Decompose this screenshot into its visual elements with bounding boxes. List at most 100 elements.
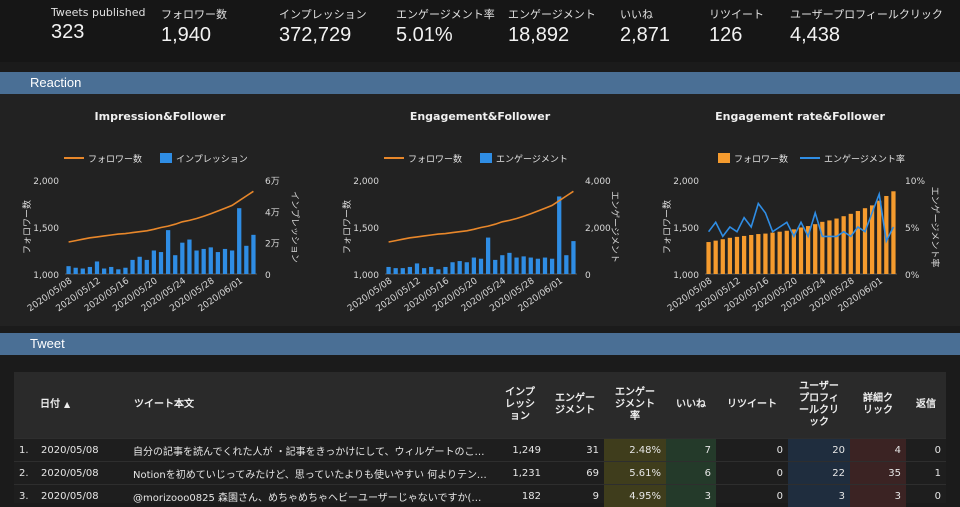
cell-detail-clicks: 3 — [850, 485, 906, 507]
bar — [194, 251, 198, 275]
col-header-detail-clicks[interactable]: 詳細クリック — [850, 372, 906, 439]
col-header-profile-clicks[interactable]: ユーザープロフィールクリック — [788, 372, 850, 439]
legend-label: フォロワー数 — [88, 153, 142, 165]
col-header-likes[interactable]: いいね — [666, 372, 716, 439]
kpi-impressions: インプレッション 372,729 — [279, 6, 367, 47]
cell-impressions: 1,231 — [494, 462, 546, 485]
bar — [842, 216, 846, 274]
col-header-engagement[interactable]: エンゲージメント — [546, 372, 604, 439]
bar — [891, 191, 895, 274]
bar — [230, 251, 234, 275]
kpi-engagement: エンゲージメント 18,892 — [508, 6, 596, 47]
y-right-tick-label: 0% — [905, 271, 920, 281]
bar — [749, 235, 753, 274]
cell-engagement: 31 — [546, 439, 604, 462]
chart-canvas: フォロワー数エンゲージメント率2,0001,5001,00010%5%0%フォロ… — [640, 100, 960, 322]
bar — [799, 227, 803, 274]
y-right-tick-label: 4,000 — [585, 177, 611, 187]
bar — [522, 256, 526, 274]
kpi-value: 5.01% — [396, 24, 495, 47]
cell-date: 2020/05/08 — [36, 462, 128, 485]
bar — [458, 261, 462, 274]
bar — [543, 258, 547, 274]
y-right-axis-title: インプレッション — [289, 191, 300, 263]
kpi-likes: いいね 2,871 — [620, 6, 670, 47]
y-right-tick-label: 2,000 — [585, 224, 611, 234]
y-left-tick-label: 1,000 — [353, 271, 379, 281]
bar — [507, 253, 511, 274]
bar — [202, 249, 206, 274]
bar — [550, 259, 554, 274]
legend-bar-swatch — [480, 153, 492, 163]
y-left-tick-label: 2,000 — [353, 177, 379, 187]
y-right-axis-title: エンゲージメント率 — [929, 187, 941, 268]
bar — [557, 196, 561, 274]
bar — [401, 268, 405, 274]
bar — [123, 268, 127, 274]
cell-replies: 0 — [906, 485, 946, 507]
cell-replies: 1 — [906, 462, 946, 485]
col-header-replies[interactable]: 返信 — [906, 372, 946, 439]
legend-label: フォロワー数 — [408, 153, 462, 165]
bar — [486, 238, 490, 274]
bar — [571, 241, 575, 274]
cell-impressions: 1,249 — [494, 439, 546, 462]
bar — [856, 211, 860, 274]
bar — [116, 269, 120, 274]
bar — [849, 214, 853, 274]
col-header-label: 日付 — [40, 399, 60, 410]
cell-engagement-rate: 2.48% — [604, 439, 666, 462]
kpi-tweets-published: Tweets published 323 — [51, 6, 145, 44]
bar — [728, 238, 732, 274]
y-left-axis-title: フォロワー数 — [341, 200, 353, 254]
bar — [223, 249, 227, 274]
kpi-value: 323 — [51, 21, 145, 44]
cell-replies: 0 — [906, 439, 946, 462]
bar — [408, 267, 412, 274]
legend-label: インプレッション — [176, 154, 248, 165]
bar — [813, 224, 817, 274]
col-header-retweets[interactable]: リツイート — [716, 372, 788, 439]
bar — [721, 239, 725, 274]
cell-date: 2020/05/08 — [36, 485, 128, 507]
y-right-tick-label: 5% — [905, 224, 920, 234]
col-header-date[interactable]: 日付 ▲ — [36, 372, 128, 439]
sort-asc-icon: ▲ — [64, 400, 70, 409]
bar — [237, 208, 241, 274]
kpi-value: 372,729 — [279, 24, 367, 47]
col-header-impressions[interactable]: インプレッション — [494, 372, 546, 439]
bar — [514, 258, 518, 274]
bar — [785, 231, 789, 274]
bar — [472, 258, 476, 274]
kpi-profile-clicks: ユーザープロフィールクリック 4,438 — [790, 6, 943, 47]
kpi-value: 126 — [709, 24, 764, 47]
cell-index: 3. — [14, 485, 36, 507]
kpi-followers: フォロワー数 1,940 — [161, 6, 227, 47]
y-left-tick-label: 2,000 — [33, 177, 59, 187]
y-right-tick-label: 6万 — [265, 177, 280, 187]
col-header-engagement-rate[interactable]: エンゲージメント率 — [604, 372, 666, 439]
kpi-engagement-rate: エンゲージメント率 5.01% — [396, 6, 495, 47]
cell-index: 2. — [14, 462, 36, 485]
col-header-tweet-text[interactable]: ツイート本文 — [128, 372, 494, 439]
kpi-label: ユーザープロフィールクリック — [790, 6, 943, 22]
cell-profile-clicks: 3 — [788, 485, 850, 507]
y-left-tick-label: 2,000 — [673, 177, 699, 187]
bar — [834, 219, 838, 274]
cell-engagement: 9 — [546, 485, 604, 507]
bar — [187, 240, 191, 274]
cell-likes: 6 — [666, 462, 716, 485]
bar — [209, 247, 213, 274]
bar — [244, 246, 248, 274]
bar — [877, 201, 881, 274]
bar — [529, 258, 533, 274]
legend-label: エンゲージメント — [496, 153, 568, 165]
legend-label: フォロワー数 — [734, 153, 788, 165]
bar — [706, 242, 710, 274]
table-row[interactable]: 3.2020/05/08@morizooo0825 森園さん、めちゃめちゃヘビー… — [14, 485, 946, 507]
kpi-label: いいね — [620, 6, 670, 22]
cell-likes: 7 — [666, 439, 716, 462]
